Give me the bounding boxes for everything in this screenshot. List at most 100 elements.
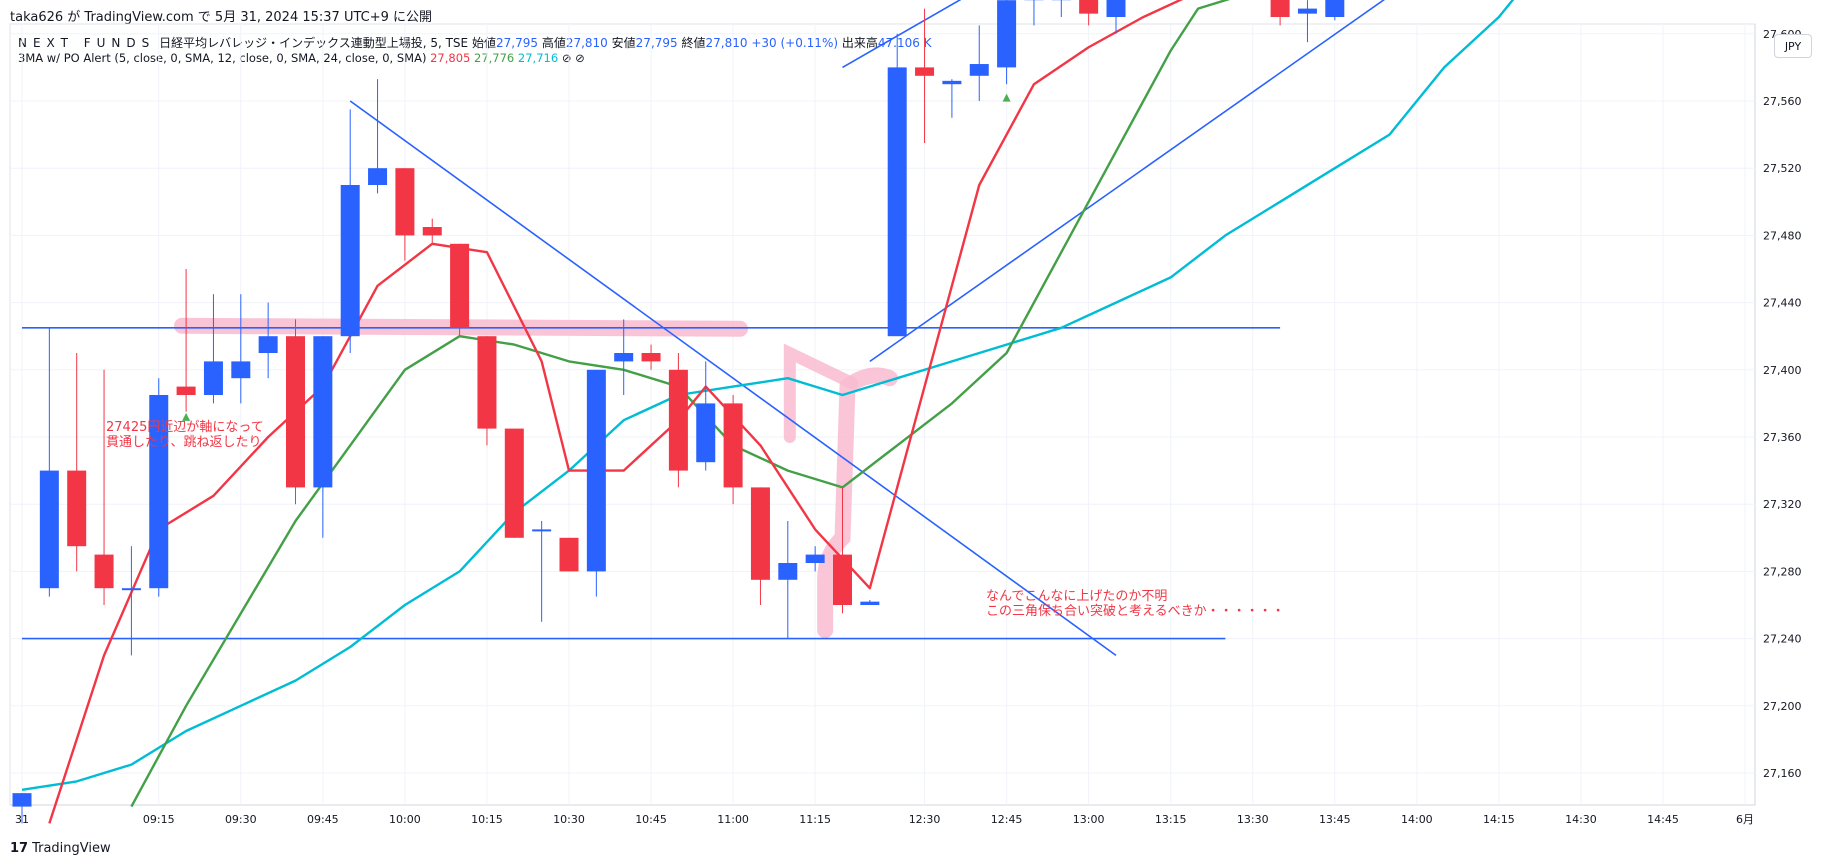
y-tick-label: 27,520 <box>1763 162 1802 175</box>
candle-body <box>203 361 223 395</box>
y-tick-label: 27,320 <box>1763 498 1802 511</box>
x-tick-label: 11:00 <box>717 813 749 826</box>
x-tick-label: 10:15 <box>471 813 503 826</box>
candle-body <box>450 243 470 328</box>
x-tick-label: 14:15 <box>1483 813 1515 826</box>
candle-body <box>942 80 962 85</box>
candle-body <box>915 67 935 76</box>
candle-body <box>176 386 196 395</box>
candle-body <box>586 369 606 572</box>
annotation-right: なんでこんなに上げたのか不明 この三角保ち合い突破と考えるべきか・・・・・・ <box>986 589 1285 619</box>
signal-marker <box>1002 93 1011 102</box>
annotation-right-line1: なんでこんなに上げたのか不明 <box>986 589 1168 604</box>
ma-mid-line <box>130 0 1231 808</box>
x-tick-label: 13:00 <box>1073 813 1105 826</box>
candle-body <box>504 428 524 538</box>
candle-body <box>778 563 798 580</box>
ma-mid-value: 27,776 <box>474 51 515 65</box>
x-tick-label: 13:45 <box>1319 813 1351 826</box>
candle-body <box>1270 0 1290 17</box>
candle-body <box>997 0 1017 68</box>
candle-body <box>559 537 579 572</box>
candle-body <box>1297 8 1317 14</box>
candle-body <box>668 369 688 471</box>
candle-body <box>1079 0 1099 14</box>
y-tick-label: 27,560 <box>1763 95 1802 108</box>
x-tick-label: 6月 <box>1736 813 1754 826</box>
x-tick-label: 14:30 <box>1565 813 1597 826</box>
ma-slow-line <box>21 0 1515 791</box>
y-tick-label: 27,280 <box>1763 565 1802 578</box>
candle-body <box>696 403 716 463</box>
symbol-info: NEXT FUNDS 日経平均レバレッジ・インデックス連動型上場投, 5, TS… <box>18 34 932 51</box>
candle-body <box>969 64 989 76</box>
tradingview-logo[interactable]: 17 TradingView <box>10 841 111 856</box>
x-tick-label: 10:00 <box>389 813 421 826</box>
x-tick-label: 09:45 <box>307 813 339 826</box>
x-tick-label: 10:30 <box>553 813 585 826</box>
tradingview-logo-icon: 17 <box>10 841 29 856</box>
high-label: 高値 <box>541 36 566 50</box>
y-tick-label: 27,400 <box>1763 364 1802 377</box>
x-tick-label: 13:30 <box>1237 813 1269 826</box>
change-value: +30 (+0.11%) <box>751 36 839 50</box>
x-tick-label: 13:15 <box>1155 813 1187 826</box>
ma-fast-value: 27,805 <box>430 51 471 65</box>
tradingview-brand: TradingView <box>32 841 111 856</box>
candle-body <box>805 554 825 563</box>
high-value: 27,810 <box>565 36 608 50</box>
currency-button[interactable]: JPY <box>1774 34 1812 58</box>
y-tick-label: 27,360 <box>1763 431 1802 444</box>
lower-channel-line <box>869 0 1386 363</box>
y-tick-label: 27,160 <box>1763 767 1802 780</box>
open-label: 始値 <box>471 36 496 50</box>
candle-body <box>1106 0 1126 17</box>
visibility-icons[interactable]: ⊘ ⊘ <box>561 51 585 65</box>
ma-slow-value: 27,716 <box>517 51 559 65</box>
candle-body <box>532 529 552 532</box>
close-label: 終値 <box>681 36 706 50</box>
volume-label: 出来高 <box>841 36 878 50</box>
indicator-name: 3MA w/ PO Alert (5, close, 0, SMA, 12, c… <box>18 51 427 65</box>
signal-marker <box>182 412 191 421</box>
highlight-brush-arrowhead <box>783 343 859 443</box>
low-value: 27,795 <box>635 36 678 50</box>
publish-info: taka626 が TradingView.com で 5月 31, 2024 … <box>10 10 433 25</box>
candle-body <box>258 336 278 353</box>
low-label: 安値 <box>611 36 636 50</box>
annotation-left: 27425円近辺が軸になって 貫通したり、跳ね返したり <box>106 420 264 450</box>
x-tick-label: 09:15 <box>143 813 175 826</box>
x-tick-label: 12:45 <box>991 813 1023 826</box>
annotation-right-line2: この三角保ち合い突破と考えるべきか・・・・・・ <box>986 604 1285 619</box>
x-tick-label: 14:00 <box>1401 813 1433 826</box>
x-tick-label: 14:45 <box>1647 813 1679 826</box>
symbol-description: 日経平均レバレッジ・インデックス連動型上場投, 5, TSE <box>159 36 469 50</box>
candle-body <box>887 67 907 337</box>
candle-body <box>340 185 360 337</box>
candle-body <box>614 353 634 362</box>
y-tick-label: 27,440 <box>1763 297 1802 310</box>
candle-body <box>94 554 114 589</box>
candle-body <box>231 361 251 379</box>
annotation-left-line2: 貫通したり、跳ね返したり <box>106 435 262 450</box>
descending-line <box>349 100 1117 657</box>
symbol-name: NEXT FUNDS <box>18 36 156 50</box>
x-tick-label: 10:45 <box>635 813 667 826</box>
candle-body <box>67 470 87 547</box>
candle-body <box>12 793 32 807</box>
candle-body <box>833 554 852 605</box>
candle-body <box>750 487 770 580</box>
y-tick-label: 27,480 <box>1763 229 1802 242</box>
plot-frame <box>9 23 1756 806</box>
candle-body <box>39 470 59 589</box>
candle-body <box>641 353 661 362</box>
y-tick-label: 27,240 <box>1763 633 1802 646</box>
candle-body <box>395 168 415 236</box>
candle-body <box>286 336 305 488</box>
candle-body <box>368 168 388 185</box>
candle-body <box>149 395 169 589</box>
candle-body <box>422 227 442 236</box>
indicator-legend[interactable]: 3MA w/ PO Alert (5, close, 0, SMA, 12, c… <box>18 51 585 65</box>
candle-body <box>121 588 141 591</box>
